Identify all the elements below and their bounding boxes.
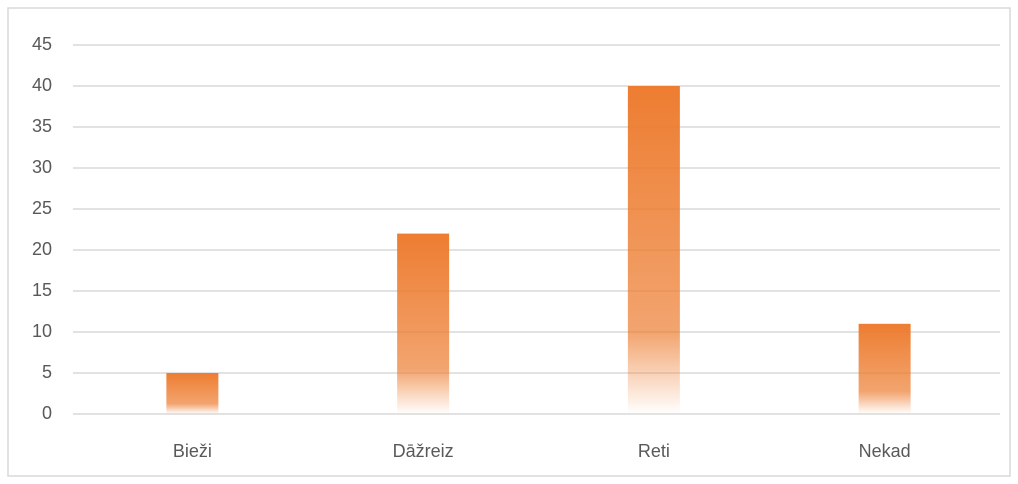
bar <box>858 323 911 414</box>
y-tick-label: 45 <box>32 34 52 54</box>
bar <box>627 86 680 414</box>
y-tick-label: 5 <box>42 362 52 382</box>
y-tick-label: 10 <box>32 321 52 341</box>
y-tick-label: 35 <box>32 116 52 136</box>
x-tick-label: Nekad <box>859 441 911 461</box>
y-tick-label: 30 <box>32 157 52 177</box>
x-tick-label: Reti <box>638 441 670 461</box>
bar <box>397 233 450 414</box>
y-tick-label: 15 <box>32 280 52 300</box>
bar <box>166 373 219 414</box>
x-tick-label: Dāžreiz <box>393 441 454 461</box>
y-tick-label: 20 <box>32 239 52 259</box>
y-tick-label: 40 <box>32 75 52 95</box>
x-tick-label: Bieži <box>173 441 212 461</box>
y-tick-label: 25 <box>32 198 52 218</box>
y-tick-label: 0 <box>42 403 52 423</box>
